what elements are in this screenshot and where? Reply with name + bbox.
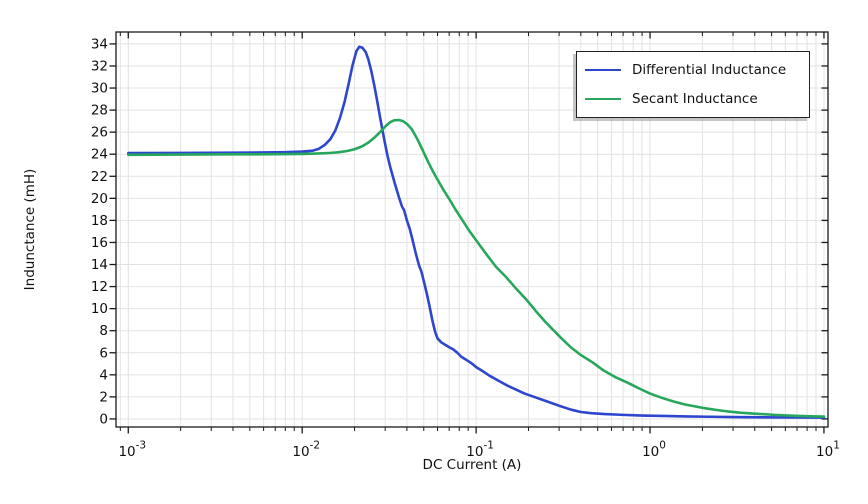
y-tick-label: 28	[91, 103, 108, 119]
legend-line-swatch-blue	[585, 69, 621, 71]
y-tick-label: 12	[91, 279, 108, 295]
y-tick-label: 22	[91, 169, 108, 185]
y-tick-label: 34	[91, 36, 108, 52]
axis-ticks	[109, 32, 828, 434]
x-tick-labels: 10-3 10-2 10-1 100 101	[118, 440, 839, 461]
x-tick-label: 100	[642, 440, 666, 461]
y-tick-label: 14	[91, 257, 108, 273]
x-tick-label: 101	[816, 440, 840, 461]
series-curves	[126, 45, 826, 419]
legend-item-differential-inductance: Differential Inductance	[585, 59, 797, 81]
y-tick-label: 24	[91, 147, 108, 163]
x-tick-label: 10-3	[118, 440, 146, 461]
legend: Differential Inductance Secant Inductanc…	[576, 51, 810, 118]
legend-item-secant-inductance: Secant Inductance	[585, 88, 797, 110]
y-tick-label: 0	[99, 411, 108, 427]
series-curve-secant-inductance	[126, 118, 826, 418]
legend-line-swatch-green	[585, 98, 621, 100]
y-tick-label: 30	[91, 81, 108, 97]
y-tick-label: 2	[99, 389, 108, 405]
y-axis-label: Indunctance (mH)	[22, 169, 38, 291]
y-tick-label: 10	[91, 301, 108, 317]
y-tick-label: 16	[91, 235, 108, 251]
x-tick-label: 10-1	[466, 440, 494, 461]
y-tick-label: 8	[99, 323, 108, 339]
y-tick-label: 20	[91, 191, 108, 207]
x-tick-label: 10-2	[292, 440, 320, 461]
legend-label: Differential Inductance	[632, 62, 787, 78]
y-tick-label: 18	[91, 213, 108, 229]
y-tick-label: 6	[99, 345, 108, 361]
y-tick-label: 26	[91, 125, 108, 141]
y-tick-label: 4	[99, 367, 108, 383]
series-curve-differential-inductance	[126, 45, 826, 419]
plot-frame	[115, 31, 829, 428]
x-axis-label: DC Current (A)	[423, 457, 522, 473]
y-tick-label: 32	[91, 58, 108, 74]
legend-label: Secant Inductance	[632, 91, 758, 107]
gridlines	[116, 32, 828, 427]
